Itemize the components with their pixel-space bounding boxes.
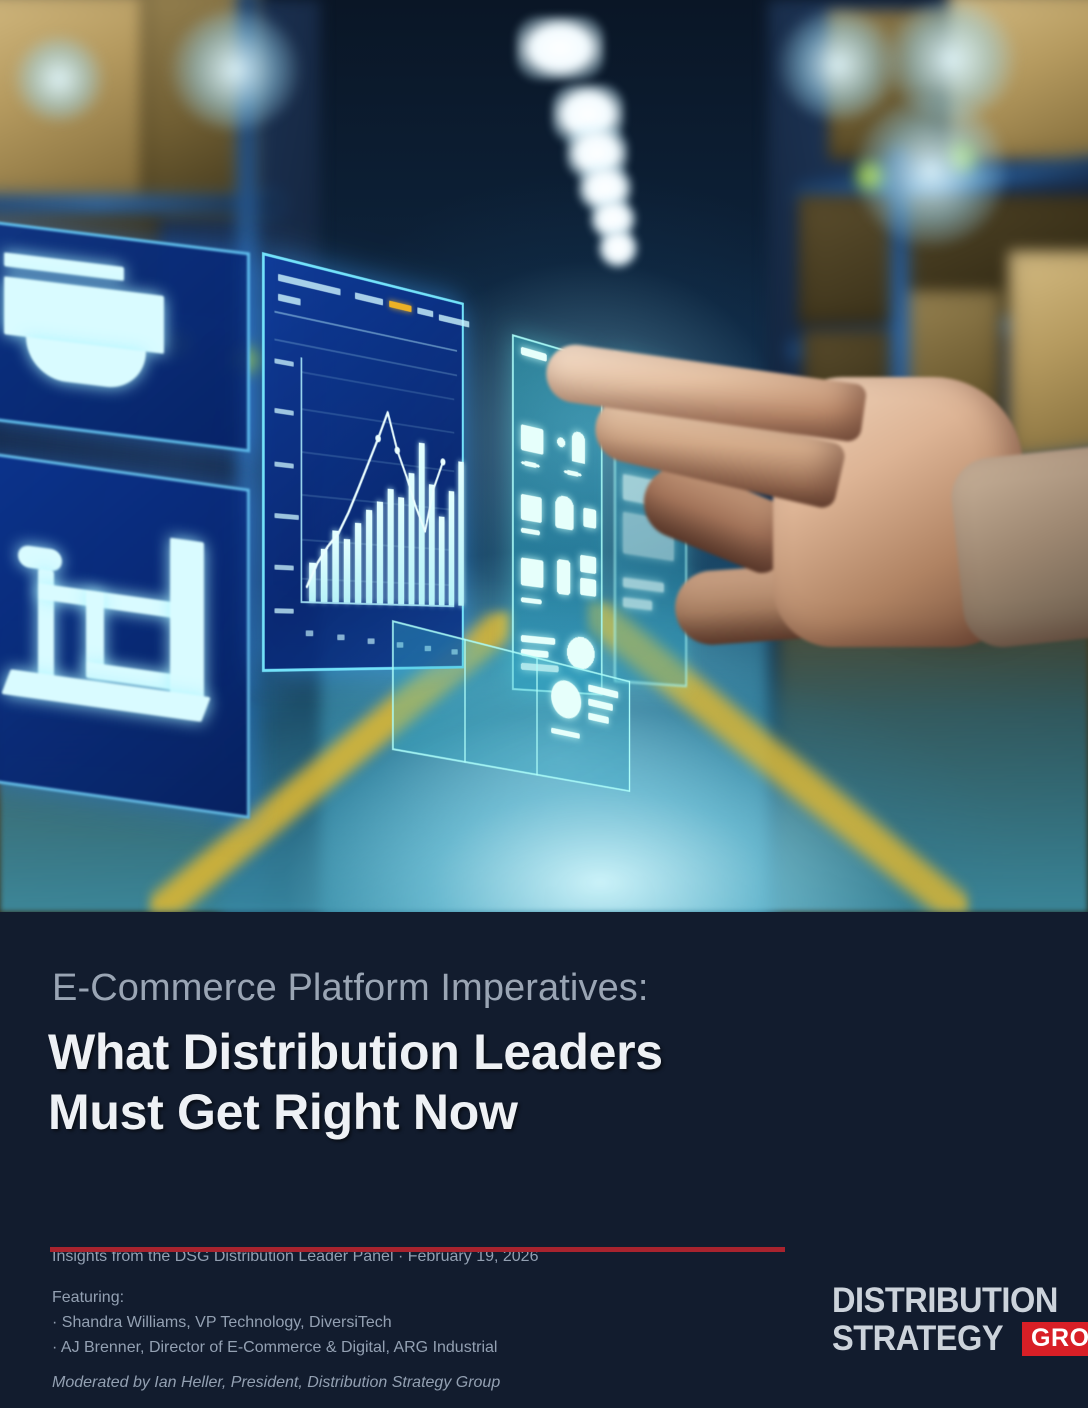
chart-plot-area bbox=[300, 357, 464, 608]
title-block: E-Commerce Platform Imperatives: What Di… bbox=[0, 912, 1088, 1408]
holo-glyph bbox=[4, 252, 124, 281]
icon-label bbox=[520, 527, 540, 536]
ceiling-light bbox=[516, 16, 604, 80]
page-title-line-1: What Distribution Leaders bbox=[48, 1024, 663, 1080]
holographic-panel-left-bottom bbox=[0, 451, 250, 819]
light-glow bbox=[778, 10, 898, 120]
logo-text-distribution: DISTRIBUTION bbox=[832, 1281, 1058, 1320]
light-glow bbox=[170, 10, 300, 130]
holo-glyph bbox=[170, 537, 204, 703]
accent-divider bbox=[50, 1247, 785, 1252]
chart-bar bbox=[458, 461, 464, 606]
page-title-line-2: Must Get Right Now bbox=[48, 1084, 518, 1140]
page-title: What Distribution Leaders Must Get Right… bbox=[48, 1022, 663, 1142]
holo-glyph bbox=[38, 583, 178, 619]
gear-icon bbox=[520, 424, 544, 455]
forearm-sleeve bbox=[947, 441, 1088, 651]
featuring-block: Featuring: · Shandra Williams, VP Techno… bbox=[52, 1286, 497, 1360]
featuring-item: · Shandra Williams, VP Technology, Diver… bbox=[52, 1313, 392, 1331]
rack-beam bbox=[0, 196, 280, 212]
chart-header-label bbox=[278, 293, 301, 306]
floor-marking-right bbox=[588, 602, 968, 912]
chart-y-axis bbox=[274, 352, 299, 614]
wrench-icon bbox=[520, 493, 542, 524]
logo-text-strategy: STRATEGY bbox=[832, 1319, 1004, 1358]
moderator-line: Moderated by Ian Heller, President, Dist… bbox=[52, 1374, 501, 1391]
chain-icon bbox=[520, 557, 544, 589]
light-glow bbox=[14, 36, 104, 122]
icon-label bbox=[520, 459, 540, 469]
document-subtitle: E-Commerce Platform Imperatives: bbox=[52, 967, 649, 1009]
holo-glyph bbox=[18, 544, 62, 573]
ceiling-light bbox=[598, 228, 638, 268]
panel-meta-line: Insights from the DSG Distribution Leade… bbox=[52, 1248, 539, 1265]
chart-header-label bbox=[278, 273, 341, 296]
cardboard-box bbox=[1008, 250, 1088, 460]
chart-header-label bbox=[417, 307, 434, 318]
panel-title-icon bbox=[520, 346, 547, 362]
icon-label bbox=[520, 597, 542, 605]
featuring-item: · AJ Brenner, Director of E-Commerce & D… bbox=[52, 1338, 498, 1356]
brand-logo: DISTRIBUTION STRATEGY GROUP bbox=[832, 1281, 1088, 1361]
chart-header-label bbox=[354, 292, 384, 306]
holographic-chart-panel bbox=[262, 252, 470, 672]
chart-trend-line bbox=[302, 358, 446, 606]
hero-image bbox=[0, 0, 1088, 912]
holographic-panel-left-top bbox=[0, 219, 250, 453]
logo-badge-group: GROUP bbox=[1021, 1321, 1088, 1356]
featuring-label: Featuring: bbox=[52, 1289, 125, 1306]
chart-header-label bbox=[438, 314, 470, 328]
chart-header-highlight bbox=[389, 300, 412, 313]
light-glow bbox=[856, 96, 1006, 246]
hand-pointing bbox=[542, 341, 1088, 685]
